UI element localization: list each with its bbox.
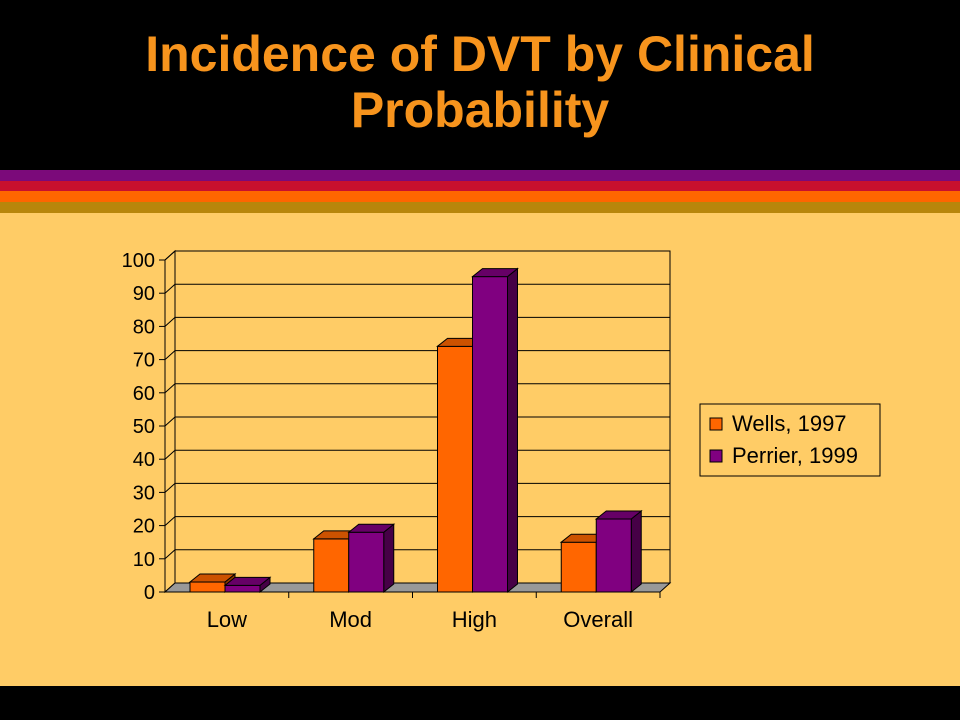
bar-side: [383, 523, 395, 594]
gridline-side: [164, 317, 176, 327]
legend-swatch: [709, 417, 723, 431]
legend: [699, 403, 881, 477]
bar-top: [594, 510, 643, 520]
footer-bar: [0, 686, 960, 720]
gridline-side: [164, 283, 176, 294]
x-category-label: High: [452, 607, 497, 632]
stripe-gold: [0, 202, 960, 213]
title-line-1: Incidence of DVT by Clinical: [145, 26, 815, 82]
x-category-label: Overall: [563, 607, 633, 632]
gridline-side: [164, 483, 176, 493]
x-category-label: Low: [207, 607, 247, 632]
bar-top: [188, 573, 237, 583]
bar: [313, 538, 350, 593]
bar: [224, 584, 261, 593]
gridline-side: [164, 383, 176, 394]
gridline-side: [164, 449, 176, 460]
legend-label: Wells, 1997: [732, 411, 847, 436]
bar: [472, 276, 508, 593]
bar-top: [471, 268, 519, 278]
bar: [560, 541, 597, 593]
stripe-orange: [0, 191, 960, 202]
y-tick-label: 100: [122, 250, 155, 272]
bar-top: [347, 523, 396, 533]
x-category-label: Mod: [329, 607, 372, 632]
bar: [595, 518, 632, 593]
y-tick-label: 0: [144, 582, 155, 604]
legend-label: Perrier, 1999: [732, 443, 858, 468]
bar-side: [507, 267, 518, 594]
slide-title: Incidence of DVT by Clinical Probability: [0, 26, 960, 138]
bar: [348, 531, 385, 593]
title-line-2: Probability: [350, 82, 610, 138]
y-tick-label: 90: [133, 283, 155, 305]
gridline-side: [164, 350, 176, 360]
gridline-side: [164, 549, 176, 560]
y-tick-label: 20: [133, 516, 155, 538]
bar: [437, 345, 473, 593]
y-tick-label: 10: [133, 549, 155, 571]
bar: [189, 581, 226, 593]
y-tick-label: 80: [133, 316, 155, 338]
y-tick-label: 40: [133, 449, 155, 471]
gridline-side: [164, 516, 176, 526]
bar-side: [630, 509, 642, 594]
gridline-side: [164, 250, 176, 261]
slide-header: Incidence of DVT by Clinical Probability: [0, 0, 960, 170]
y-tick-label: 50: [133, 416, 155, 438]
stripe-purple: [0, 170, 960, 181]
y-tick-label: 30: [133, 482, 155, 504]
gridline-side: [164, 416, 176, 427]
y-tick-label: 60: [133, 383, 155, 405]
stripe-red: [0, 181, 960, 191]
y-tick-label: 70: [133, 350, 155, 372]
legend-swatch: [709, 449, 723, 463]
bar-top: [223, 576, 272, 586]
